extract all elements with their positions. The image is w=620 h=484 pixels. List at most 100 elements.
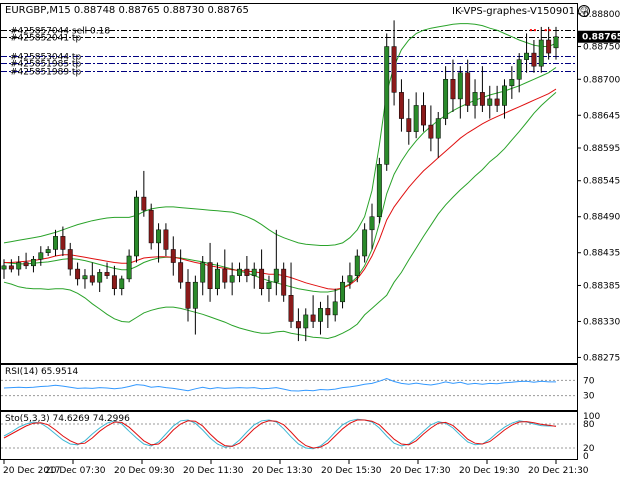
order-label: #425852041 tp [10, 34, 81, 44]
candle[interactable] [60, 226, 66, 256]
candle-body [170, 249, 176, 263]
candle[interactable] [1, 259, 7, 279]
candle[interactable] [340, 275, 346, 309]
stochastic-panel[interactable] [0, 411, 578, 460]
candle[interactable] [170, 236, 176, 276]
candle[interactable] [67, 242, 73, 276]
candle[interactable] [38, 246, 44, 266]
candle[interactable] [251, 262, 257, 289]
candle[interactable] [303, 308, 309, 342]
candle[interactable] [509, 66, 515, 99]
candle[interactable] [354, 249, 360, 283]
candle[interactable] [82, 269, 88, 289]
candle[interactable] [457, 66, 463, 119]
candle[interactable] [16, 256, 22, 276]
candle[interactable] [398, 79, 404, 132]
candle[interactable] [89, 262, 95, 286]
candle[interactable] [391, 20, 397, 106]
order-label: #425851985 tp [10, 60, 81, 70]
candle-body [421, 105, 426, 126]
candle[interactable] [295, 308, 301, 342]
candle-body [310, 314, 316, 322]
candle[interactable] [214, 262, 220, 296]
expert-advisor-label: IK-VPS-graphes-V150901 ☺ [452, 5, 591, 17]
candle[interactable] [332, 288, 338, 322]
candle[interactable] [119, 275, 125, 296]
candle[interactable] [266, 275, 272, 302]
candle[interactable] [384, 33, 390, 171]
candle[interactable] [222, 249, 228, 289]
candle[interactable] [200, 256, 206, 296]
candle[interactable] [406, 98, 412, 145]
candle[interactable] [531, 40, 537, 73]
candle[interactable] [75, 262, 81, 286]
candle[interactable] [516, 53, 522, 93]
candle[interactable] [229, 262, 235, 296]
candle[interactable] [207, 242, 213, 302]
candle[interactable] [494, 85, 500, 112]
stochastic-axis-label: 20 [583, 444, 595, 454]
time-axis-label: 20 Dec 11:30 [183, 466, 244, 476]
candle[interactable] [435, 112, 441, 158]
candle-body [30, 259, 36, 267]
main-chart-panel[interactable] [0, 3, 578, 364]
candle[interactable] [141, 170, 147, 217]
candle[interactable] [53, 229, 58, 256]
candle[interactable] [443, 66, 449, 126]
candle[interactable] [413, 92, 419, 139]
candle[interactable] [347, 262, 353, 289]
candle[interactable] [465, 59, 471, 112]
candle[interactable] [546, 26, 552, 60]
candle[interactable] [192, 275, 198, 335]
candle[interactable] [97, 269, 103, 292]
candle[interactable] [310, 295, 316, 328]
candle[interactable] [126, 249, 132, 283]
price-axis-label: 0.88545 [583, 177, 620, 187]
candle[interactable] [148, 203, 154, 250]
candle[interactable] [163, 223, 169, 256]
rsi-panel[interactable] [0, 364, 578, 411]
candle[interactable] [259, 249, 265, 296]
candle[interactable] [185, 269, 191, 322]
candle[interactable] [281, 262, 287, 302]
candle[interactable] [318, 301, 323, 335]
candle[interactable] [244, 256, 250, 283]
candle-body [450, 79, 456, 100]
candle-body [192, 281, 198, 309]
candle-body [45, 249, 51, 253]
candle-body [104, 272, 110, 276]
candle[interactable] [450, 59, 456, 112]
smiley-icon[interactable]: ☺ [578, 5, 591, 17]
candle[interactable] [156, 223, 162, 263]
candle[interactable] [421, 92, 426, 132]
candle-body [273, 268, 279, 283]
candle[interactable] [111, 265, 117, 296]
candle-body [266, 281, 272, 289]
candle[interactable] [237, 262, 242, 283]
candle[interactable] [553, 26, 559, 60]
candle[interactable] [325, 295, 331, 328]
candle[interactable] [8, 259, 14, 273]
candle-body [185, 281, 191, 309]
order-label: #425853044 tp [10, 53, 81, 63]
candle[interactable] [273, 229, 279, 296]
candle[interactable] [502, 79, 507, 119]
candle[interactable] [104, 262, 110, 279]
candle[interactable] [45, 246, 51, 256]
candle[interactable] [178, 249, 184, 289]
candle[interactable] [487, 85, 493, 119]
candle-body [524, 52, 530, 60]
candle[interactable] [472, 79, 478, 119]
candle[interactable] [30, 256, 36, 273]
candle[interactable] [362, 223, 368, 263]
candle[interactable] [376, 157, 382, 224]
candle[interactable] [134, 190, 139, 263]
candle[interactable] [288, 262, 294, 328]
candle[interactable] [428, 105, 434, 152]
candle[interactable] [538, 26, 544, 73]
candle[interactable] [524, 33, 530, 73]
candle[interactable] [369, 203, 375, 250]
candle[interactable] [23, 252, 29, 270]
candle[interactable] [479, 66, 485, 112]
